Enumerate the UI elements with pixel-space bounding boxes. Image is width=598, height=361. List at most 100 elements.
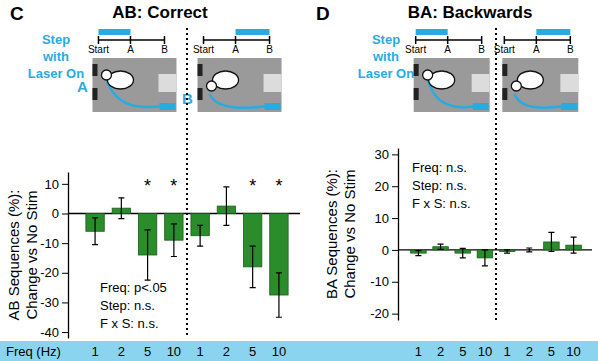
stats-text: F x S: n.s. (412, 196, 471, 211)
x-tick: 2 (223, 344, 230, 359)
timeline-label: B (567, 44, 574, 55)
mouse-head (207, 81, 217, 91)
y-tick-label: 10 (375, 211, 389, 226)
error-bar (171, 224, 177, 257)
x-tick: 1 (197, 344, 204, 359)
laser-bar (98, 29, 130, 35)
y-tick-label: -20 (40, 265, 59, 280)
mouse-head (423, 70, 433, 80)
y-tick: 30 (375, 147, 398, 162)
y-tick-mark (392, 250, 398, 251)
x-tick-label: 5 (459, 344, 466, 359)
x-tick: 5 (459, 344, 466, 359)
error-bar (276, 273, 282, 317)
timeline-tick (130, 36, 132, 44)
panel-label: C (10, 3, 24, 24)
trajectory (104, 72, 164, 107)
x-tick-label: 5 (144, 344, 151, 359)
y-tick-mark (392, 218, 398, 219)
x-tick-label: 2 (526, 344, 533, 359)
y-tick: -20 (370, 306, 398, 321)
y-tick: -40 (40, 325, 68, 340)
timeline-tick (481, 36, 483, 44)
significance: * (170, 176, 177, 196)
chamber (198, 58, 282, 112)
x-axis: 1251012510 (415, 344, 581, 359)
panel-label: D (316, 3, 330, 24)
timeline-tick (98, 36, 100, 44)
lever (198, 88, 203, 100)
significance: * (275, 176, 282, 196)
trajectory (210, 94, 270, 108)
timeline-tick (164, 36, 166, 44)
timeline (98, 39, 164, 41)
timeline-tick (203, 36, 205, 44)
freq-band (0, 341, 598, 361)
marks (411, 232, 582, 265)
y-axis: 100-10-20-30-40 (40, 173, 68, 340)
lever (502, 64, 507, 76)
x-tick: 2 (118, 344, 125, 359)
error-bar (571, 237, 577, 253)
y-tick-mark (62, 184, 68, 185)
schematic: StartAB (494, 29, 579, 112)
timeline-tick (415, 36, 417, 44)
y-axis-title: BA Sequences (%):Change vs No Stim (323, 169, 358, 299)
stats-text: Step: n.s. (100, 298, 155, 313)
y-tick: 10 (375, 211, 398, 226)
y-tick-mark (62, 214, 68, 215)
error-bar (438, 244, 444, 249)
y-tick-label: -30 (40, 295, 59, 310)
schematic: StartABA (77, 29, 176, 112)
y-tick-mark (392, 282, 398, 283)
y-tick-mark (392, 154, 398, 155)
stats-text: Step: n.s. (412, 178, 467, 193)
lever (414, 88, 419, 100)
chamber (92, 58, 176, 112)
timeline-label: A (127, 44, 134, 55)
timeline-label: A (444, 44, 451, 55)
y-tick-mark (392, 314, 398, 315)
error-bar (482, 250, 488, 266)
chamber (502, 58, 578, 112)
y-tick: 0 (52, 206, 68, 221)
port (560, 74, 578, 92)
x-tick: 1 (503, 344, 510, 359)
timeline-tick (235, 36, 237, 44)
port (264, 74, 282, 92)
y-tick-label: 0 (52, 206, 59, 221)
error-bar (250, 246, 256, 288)
y-tick: -30 (40, 295, 68, 310)
stats-text: Freq: n.s. (412, 160, 467, 175)
schematic-title: StepwithLaser On (358, 32, 414, 81)
timeline-label: B (478, 44, 485, 55)
y-axis-line (68, 173, 69, 339)
y-axis: 3020100-10-20 (370, 147, 398, 321)
y-axis-title: AB Sequences (%):Change vs No Stim (5, 190, 40, 321)
error-bar (223, 187, 229, 226)
timeline-tick (536, 36, 538, 44)
x-tick: 10 (478, 344, 492, 359)
y-tick-label: 30 (375, 147, 389, 162)
laser-bar (536, 29, 570, 35)
trajectory (514, 94, 566, 108)
x-tick: 10 (566, 344, 580, 359)
x-tick-label: 10 (566, 344, 580, 359)
stats-text: Freq: p<.05 (100, 280, 167, 295)
error-bar (460, 248, 466, 258)
marks (86, 187, 288, 317)
y-tick: -20 (40, 265, 68, 280)
x-tick: 10 (272, 344, 286, 359)
timeline-label: A (533, 44, 540, 55)
group-separator (186, 28, 188, 338)
error-bar (504, 250, 510, 253)
y-tick-label: 20 (375, 179, 389, 194)
timeline (204, 39, 270, 41)
error-bar (526, 248, 532, 252)
significance: * (249, 176, 256, 196)
chamber (414, 58, 490, 112)
x-tick-label: 1 (415, 344, 422, 359)
stats-text: F x S: n.s. (100, 316, 159, 331)
port (158, 74, 176, 92)
x-tick-label: 1 (197, 344, 204, 359)
